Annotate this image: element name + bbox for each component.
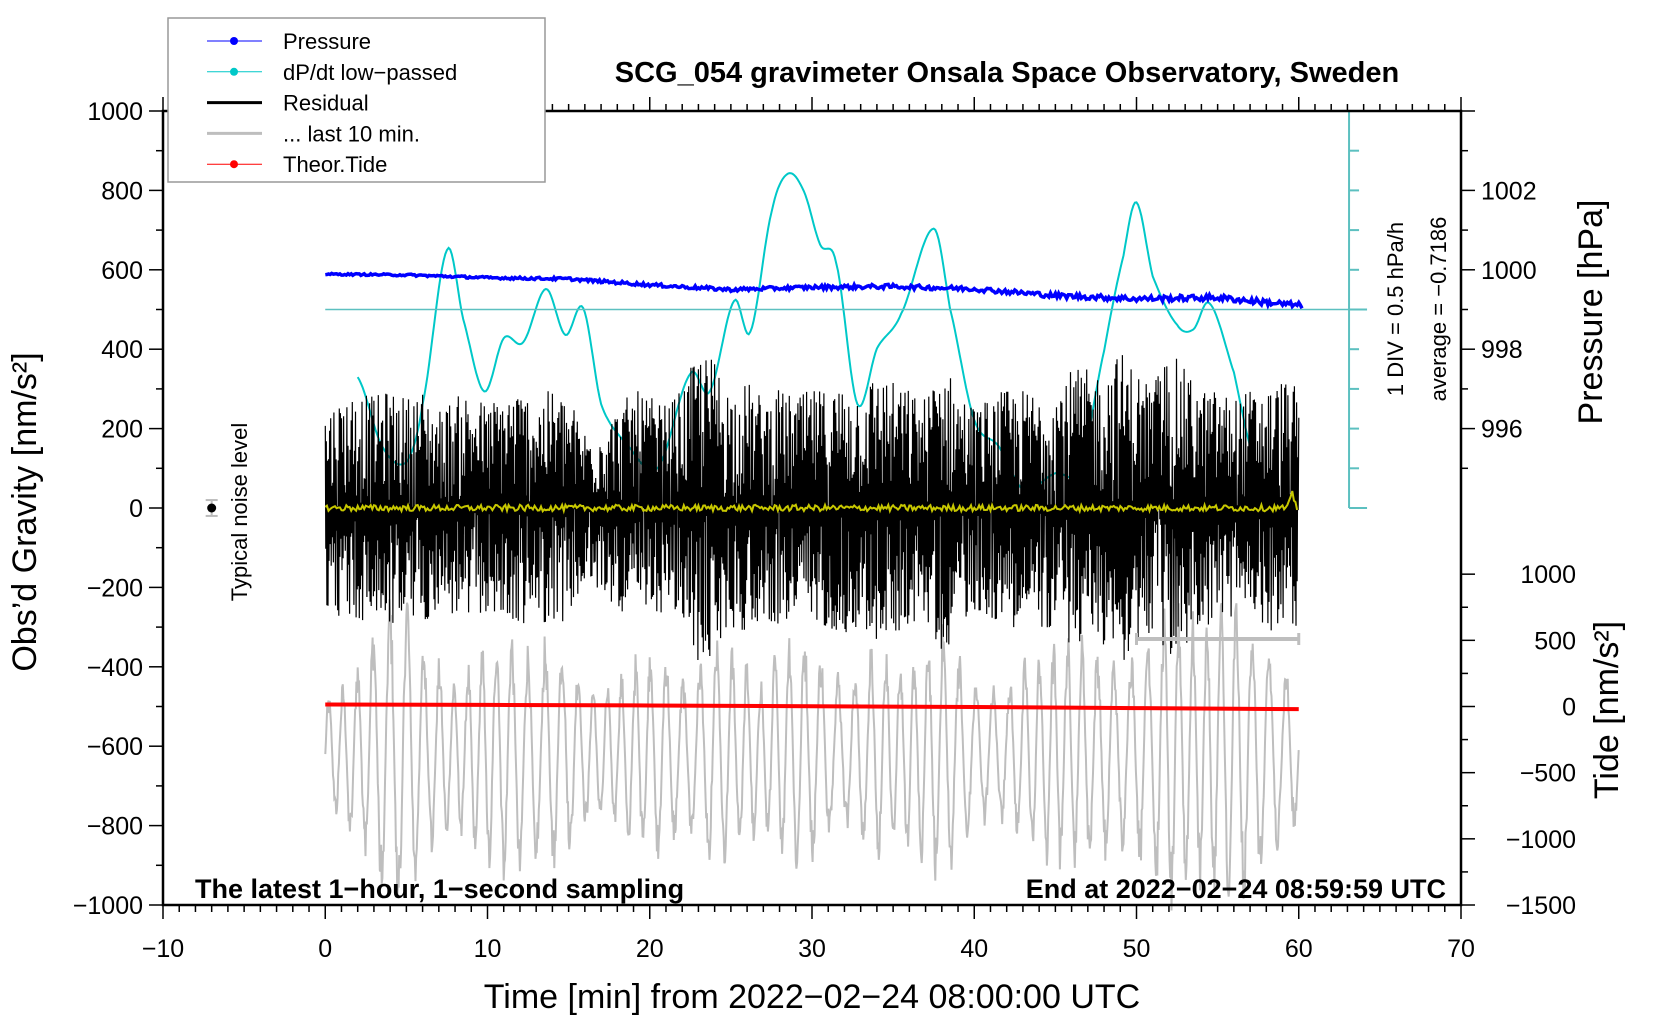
- axes: −10 0 10 20 30 40 50 60 70 1000 800 600 400 200 0 −200 −…: [73, 97, 1576, 963]
- x-tick-label: 20: [636, 935, 664, 963]
- y-tick-label: 200: [101, 416, 143, 444]
- y-tick-label: 1000: [87, 98, 143, 126]
- pressure-tick-label: 1002: [1481, 177, 1537, 205]
- series-theor-tide: [325, 702, 1299, 712]
- pressure-axis-label: Pressure [hPa]: [1572, 200, 1610, 425]
- x-tick-label: 30: [798, 935, 826, 963]
- legend-label: dP/dt low−passed: [283, 60, 457, 85]
- y-tick-label: −800: [87, 813, 143, 841]
- legend-box: [167, 17, 546, 183]
- y-tick-label: 0: [129, 495, 143, 523]
- y-tick-label: 400: [101, 336, 143, 364]
- x-tick-label: −10: [142, 935, 184, 963]
- noise-level-point: [207, 503, 217, 513]
- series-lowpass-residual: [324, 490, 1299, 515]
- pressure-tick-label: 996: [1481, 416, 1523, 444]
- tide-axis-label: Tide [nm/s²]: [1588, 621, 1626, 799]
- noise-level-label: Typical noise level: [227, 423, 252, 602]
- tide-tick-label: −1500: [1506, 892, 1576, 920]
- annotation-bottom-right: End at 2022−02−24 08:59:59 UTC: [1026, 874, 1446, 904]
- x-tick-label: 10: [474, 935, 502, 963]
- tide-tick-label: −1000: [1506, 826, 1576, 854]
- legend-label: Theor.Tide: [283, 152, 387, 177]
- y-tick-label: 600: [101, 257, 143, 285]
- dpdt-average-label: average = −0.7186: [1426, 217, 1451, 402]
- y-tick-label: −200: [87, 574, 143, 602]
- plot-data: [205, 110, 1368, 911]
- dpdt-div-label: 1 DIV = 0.5 hPa/h: [1383, 222, 1408, 396]
- x-tick-label: 60: [1285, 935, 1313, 963]
- x-tick-label: 0: [318, 935, 332, 963]
- series-residual: [324, 355, 1300, 661]
- y-tick-label: 800: [101, 177, 143, 205]
- x-tick-label: 50: [1123, 935, 1151, 963]
- y-axis-label: Obs’d Gravity [nm/s²]: [6, 352, 44, 671]
- legend-label: Pressure: [283, 29, 371, 54]
- y-tick-label: −400: [87, 654, 143, 682]
- chart-title: SCG_054 gravimeter Onsala Space Observat…: [615, 57, 1399, 89]
- pressure-tick-label: 998: [1481, 336, 1523, 364]
- tide-tick-label: 1000: [1520, 561, 1576, 589]
- series-dpdt: [356, 172, 1266, 491]
- legend-marker: [230, 37, 238, 45]
- series-pressure: [325, 271, 1304, 310]
- tide-tick-label: 500: [1534, 627, 1576, 655]
- legend-marker: [230, 160, 238, 169]
- legend-label: ... last 10 min.: [283, 121, 420, 146]
- pressure-tick-label: 1000: [1481, 257, 1537, 285]
- x-tick-label: 70: [1447, 935, 1475, 963]
- legend-label: Residual: [283, 91, 369, 116]
- legend-marker: [230, 67, 238, 76]
- y-tick-label: −1000: [73, 892, 143, 920]
- y-tick-label: −600: [87, 733, 143, 761]
- annotation-bottom-left: The latest 1−hour, 1−second sampling: [195, 874, 684, 904]
- tide-tick-label: 0: [1562, 694, 1576, 722]
- x-tick-label: 40: [960, 935, 988, 963]
- series-last-10-min: [324, 599, 1300, 911]
- tide-tick-label: −500: [1520, 760, 1576, 788]
- x-axis-label: Time [min] from 2022−02−24 08:00:00 UTC: [484, 978, 1140, 1016]
- legend: Pressure dP/dt low−passed Residual ... last…: [167, 17, 546, 183]
